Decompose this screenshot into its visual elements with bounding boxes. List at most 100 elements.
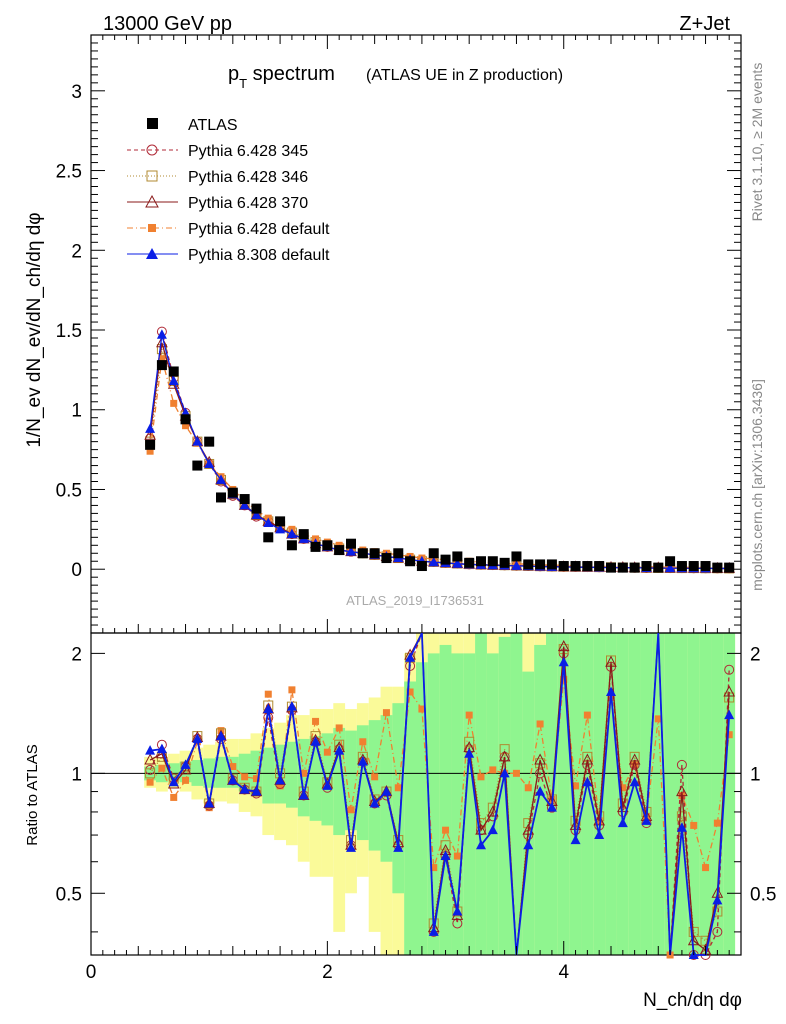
ratio-point [676, 822, 687, 832]
band-green-bin [498, 636, 511, 955]
ratio-point [359, 738, 367, 746]
ratio-point [617, 817, 628, 828]
x-tick-label: 4 [558, 962, 569, 983]
ratio-point [192, 733, 203, 743]
ratio-point [498, 750, 511, 762]
ratio-point [227, 774, 238, 785]
band-green-bin [557, 633, 570, 955]
ratio-point [713, 819, 721, 827]
y-tick-label: 1.5 [56, 321, 82, 342]
band-green-bin [226, 756, 239, 788]
atlas-data-point [511, 551, 522, 562]
band-green-bin [439, 644, 452, 955]
atlas-data-point [724, 562, 735, 573]
ratio-point [216, 730, 226, 741]
series-point [216, 474, 226, 484]
title-p: p [228, 63, 239, 85]
atlas-data-point [629, 562, 640, 573]
ratio-point [619, 784, 627, 792]
ratio-point [264, 690, 272, 698]
atlas-data-point [322, 540, 333, 551]
ratio-point [535, 768, 546, 779]
band-green-bin [416, 662, 428, 955]
atlas-data-point [535, 559, 546, 570]
ratio-point [581, 753, 594, 765]
legend: ATLAS Pythia 6.428 345 Pythia 6.428 346 … [127, 117, 330, 264]
atlas-data-point [405, 556, 416, 567]
series-point [158, 355, 166, 363]
atlas-data-point [546, 559, 557, 570]
series-line-0 [149, 331, 730, 570]
band-green-bin [463, 653, 476, 955]
atlas-data-point [227, 487, 238, 498]
ratio-y-tick-label: 2 [71, 644, 82, 665]
series-point [511, 560, 522, 570]
series-point [251, 509, 262, 519]
band-green-bin [427, 653, 440, 955]
ratio-point [616, 801, 629, 813]
band-green-bin [451, 653, 464, 955]
series-point [192, 436, 203, 446]
ratio-point [535, 786, 546, 796]
band-green-bin [404, 681, 416, 955]
atlas-data-point [499, 557, 510, 568]
atlas-data-point [653, 562, 664, 573]
ratio-point [477, 773, 485, 781]
atlas-data-point [464, 557, 475, 568]
atlas-data-point [286, 540, 297, 551]
ratio-point [512, 769, 520, 777]
y-tick-label: 2.5 [56, 162, 82, 183]
atlas-data-point [239, 494, 250, 505]
atlas-data-point [216, 492, 226, 503]
ratio-point [275, 774, 286, 785]
atlas-data-point [192, 460, 203, 471]
header-left: 13000 GeV pp [103, 13, 232, 35]
ratio-point [334, 745, 345, 755]
legend-item-atlas: ATLAS [147, 117, 238, 134]
ratio-point [322, 780, 333, 790]
band-green-bin [333, 727, 346, 836]
ratio-point [523, 839, 534, 850]
series-point [156, 329, 167, 339]
ratio-point [560, 675, 568, 683]
ratio-point [464, 736, 475, 747]
atlas-data-point [180, 414, 191, 425]
ratio-point [606, 686, 616, 696]
series-line-4 [149, 334, 730, 570]
ratio-point [557, 640, 570, 652]
atlas-data-point [665, 556, 676, 567]
ratio-point [712, 926, 723, 937]
ratio-point [347, 806, 355, 814]
ratio-point [453, 852, 461, 860]
ratio-point [168, 776, 179, 787]
band-green-bin [215, 756, 227, 788]
ratio-point [335, 724, 343, 732]
chart-subtitle: (ATLAS UE in Z production) [366, 67, 563, 84]
side-label-bottom: mcplots.cern.ch [arXiv:1306.3436] [749, 379, 765, 591]
atlas-data-point [440, 554, 451, 565]
series-point [346, 546, 356, 556]
band-green-bin [605, 633, 617, 955]
series-point [428, 556, 439, 567]
ratio-point [146, 778, 154, 786]
ratio-y-tick-label-right: 2 [750, 644, 761, 665]
band-green-bin [238, 753, 251, 792]
series-line-1 [149, 348, 730, 570]
ratio-point [428, 926, 439, 936]
analysis-id: ATLAS_2019_I1736531 [346, 593, 484, 608]
ratio-point [487, 824, 498, 835]
series-point [665, 562, 676, 573]
ratio-point [310, 736, 321, 746]
legend-label-pythia8-default: Pythia 8.308 default [188, 247, 330, 264]
band-green-bin [687, 633, 700, 955]
ratio-point [145, 745, 156, 755]
band-green-bin [286, 741, 298, 808]
atlas-data-point [334, 545, 345, 556]
atlas-data-point [263, 532, 274, 543]
legend-marker-atlas [147, 118, 158, 129]
ratio-point [180, 759, 191, 769]
ratio-point [702, 864, 710, 872]
x-tick-label: 0 [86, 962, 97, 983]
ratio-point [582, 776, 593, 787]
ratio-point [286, 701, 297, 711]
